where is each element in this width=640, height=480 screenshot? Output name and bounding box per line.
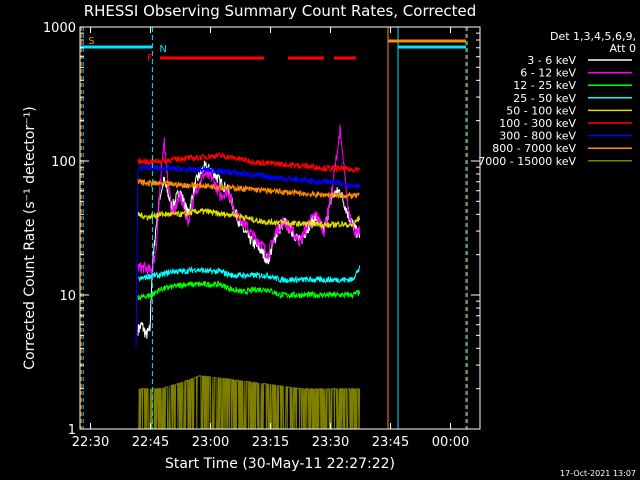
flare-flag-label: F bbox=[147, 53, 153, 64]
x-tick-label: 22:45 bbox=[132, 435, 169, 450]
night-flag-label: N bbox=[159, 44, 166, 55]
legend-label: 25 - 50 keV bbox=[513, 92, 576, 105]
legend-label: 3 - 6 keV bbox=[527, 54, 576, 67]
plot-frame bbox=[79, 26, 481, 430]
y-tick-label: 1000 bbox=[43, 21, 76, 36]
axis-ticks: 22:30 22:45 23:00 23:15 23:30 23:45 00:00 1 10 10… bbox=[43, 21, 480, 450]
series-line bbox=[137, 178, 360, 201]
series-line bbox=[137, 265, 361, 284]
y-tick-label: 100 bbox=[51, 155, 76, 170]
legend-label: 6 - 12 keV bbox=[520, 67, 576, 80]
x-tick-label: 00:00 bbox=[432, 435, 469, 450]
legend-label: 50 - 100 keV bbox=[506, 104, 576, 117]
series-line bbox=[137, 280, 361, 301]
legend-header-line-1: Det 1,3,4,5,6,9, bbox=[550, 30, 636, 43]
legend-header-line-2: Att 0 bbox=[610, 42, 636, 55]
saa-flag-label: S bbox=[88, 36, 94, 47]
series-line bbox=[135, 163, 361, 348]
x-axis-label: Start Time (30-May-11 22:27:22) bbox=[165, 456, 395, 472]
legend-label: 300 - 800 keV bbox=[499, 130, 576, 143]
x-tick-label: 23:15 bbox=[252, 435, 289, 450]
x-tick-label: 22:30 bbox=[72, 435, 109, 450]
series-line bbox=[137, 207, 361, 229]
legend-label: 800 - 7000 keV bbox=[492, 142, 576, 155]
timestamp: 17-Oct-2021 13:07 bbox=[560, 469, 636, 478]
legend-label: 7000 - 15000 keV bbox=[478, 155, 576, 168]
x-tick-label: 23:00 bbox=[192, 435, 229, 450]
legend-label: 100 - 300 keV bbox=[499, 117, 576, 130]
legend-label: 12 - 25 keV bbox=[513, 79, 576, 92]
x-tick-label: 23:30 bbox=[312, 435, 349, 450]
series-line bbox=[137, 152, 361, 173]
y-tick-label: 10 bbox=[59, 289, 76, 304]
y-tick-label: 1 bbox=[68, 423, 76, 438]
chart-title: RHESSI Observing Summary Count Rates, Co… bbox=[84, 2, 477, 20]
x-tick-label: 23:45 bbox=[372, 435, 409, 450]
y-axis-label: Corrected Count Rate (s⁻¹ detector⁻¹) bbox=[22, 106, 38, 369]
